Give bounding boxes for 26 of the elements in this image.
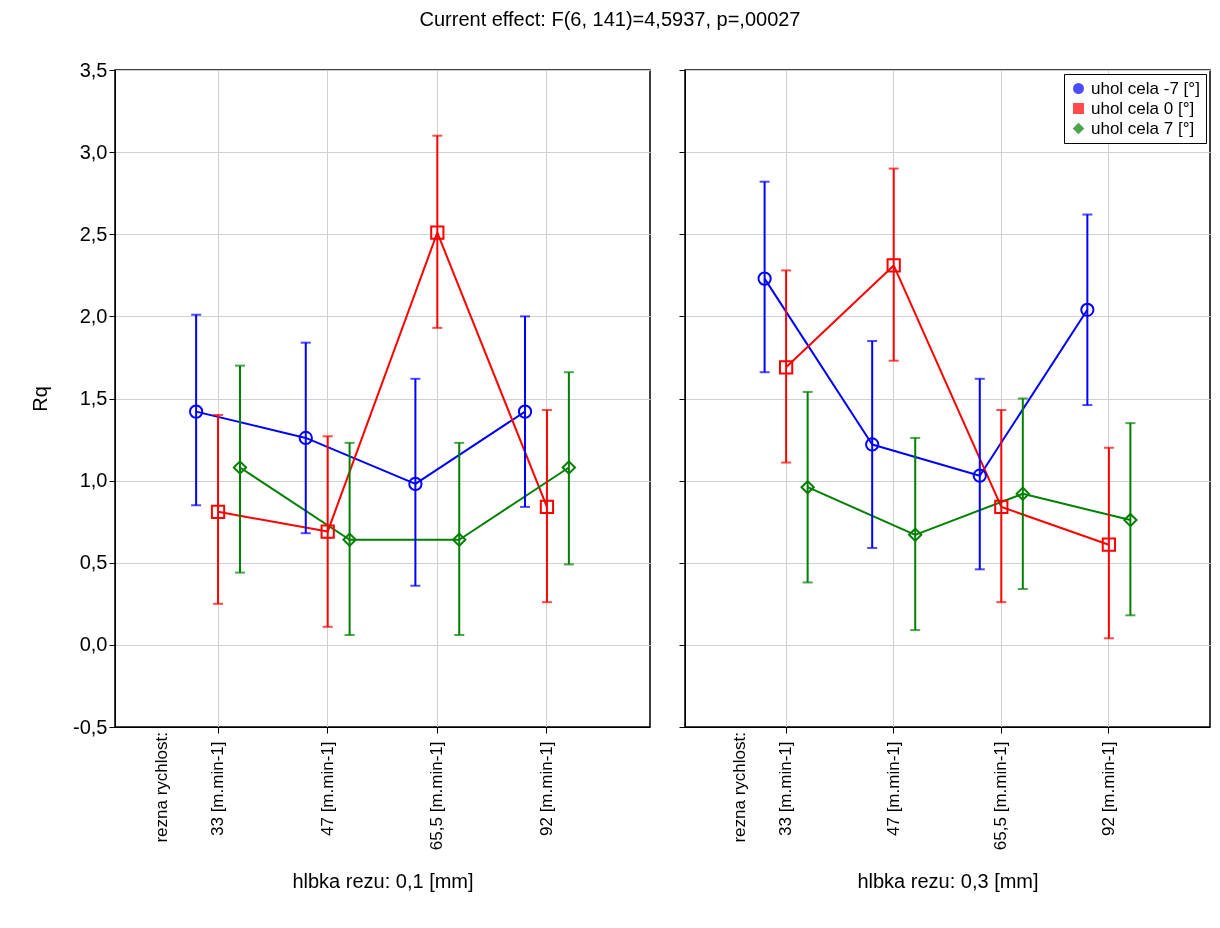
chart-title: Current effect: F(6, 141)=4,5937, p=,00027 <box>418 8 802 31</box>
legend-label: uhol cela -7 [°] <box>1091 78 1200 98</box>
x-tick-label: 47 [m.min-1] <box>883 741 903 836</box>
text: rezna rychlost: <box>730 732 750 843</box>
y-tick-label: -0,5 <box>73 715 108 738</box>
text: rezna rychlost: <box>152 732 172 843</box>
x-axis-title: hlbka rezu: 0,3 [mm] <box>857 870 1039 893</box>
legend-label: uhol cela 7 [°] <box>1091 118 1195 138</box>
x-tick-label: 47 [m.min-1] <box>317 741 337 836</box>
y-tick-label: 1,5 <box>79 387 108 409</box>
x-tick-label: 65,5 [m.min-1] <box>991 741 1011 851</box>
y-tick-label: 0,0 <box>79 633 108 656</box>
x-tick-label: 65,5 [m.min-1] <box>427 741 447 851</box>
y-axis-title: Rq <box>29 386 52 412</box>
x-tick-label: 92 [m.min-1] <box>1098 741 1118 836</box>
legend-label: uhol cela 0 [°] <box>1091 98 1195 118</box>
y-tick-label: 3,5 <box>79 58 108 81</box>
y-tick-label: 0,5 <box>79 551 108 574</box>
x-tick-label: 33 [m.min-1] <box>776 741 796 836</box>
y-tick-label: 2,0 <box>79 304 108 327</box>
y-tick-label: 1,0 <box>79 469 108 492</box>
y-tick-label: 3,0 <box>79 140 108 163</box>
x-axis-title: hlbka rezu: 0,1 [mm] <box>292 870 474 893</box>
x-tick-label: 33 [m.min-1] <box>208 741 228 836</box>
x-tick-label: 92 [m.min-1] <box>536 741 556 836</box>
y-tick-label: 2,5 <box>79 222 108 245</box>
